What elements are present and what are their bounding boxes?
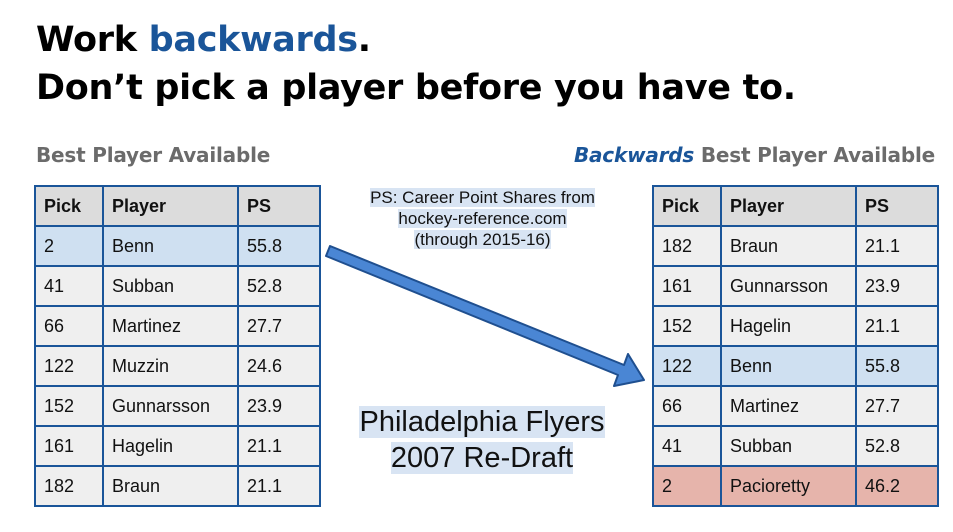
col-header: PS	[855, 185, 939, 227]
pick-cell: 152	[34, 385, 104, 427]
col-header: Pick	[652, 185, 722, 227]
pick-cell: 161	[652, 265, 722, 307]
player-cell: Martinez	[102, 305, 239, 347]
title-period: .	[357, 20, 371, 60]
ps-cell: 52.8	[855, 425, 939, 467]
caption-line: Philadelphia Flyers	[322, 404, 642, 440]
right-table: Pick Player PS 182 Braun 21.1 161 Gunnarsso…	[652, 185, 939, 507]
pick-cell: 161	[34, 425, 104, 467]
pick-cell: 122	[34, 345, 104, 387]
table-row: 66 Martinez 27.7	[34, 305, 321, 347]
ps-cell: 21.1	[237, 465, 321, 507]
ps-cell: 23.9	[237, 385, 321, 427]
player-cell: Subban	[720, 425, 857, 467]
table-row: 122 Muzzin 24.6	[34, 345, 321, 387]
table-row: 41 Subban 52.8	[652, 425, 939, 467]
ps-cell: 55.8	[855, 345, 939, 387]
right-heading-accent: Backwards	[573, 143, 695, 167]
ps-cell: 52.8	[237, 265, 321, 307]
table-row: 161 Hagelin 21.1	[34, 425, 321, 467]
pick-cell: 66	[34, 305, 104, 347]
arrow-shape	[325, 245, 645, 387]
table-row: 152 Gunnarsson 23.9	[34, 385, 321, 427]
player-cell: Gunnarsson	[102, 385, 239, 427]
ps-cell: 24.6	[237, 345, 321, 387]
ps-note-line: PS: Career Point Shares from	[340, 187, 625, 208]
player-cell: Hagelin	[720, 305, 857, 347]
ps-note-line: (through 2015-16)	[340, 229, 625, 250]
caption-line: 2007 Re-Draft	[322, 440, 642, 476]
pick-cell: 152	[652, 305, 722, 347]
pick-cell: 2	[34, 225, 104, 267]
right-heading: Backwards Best Player Available	[574, 143, 935, 167]
table-row: 122 Benn 55.8	[652, 345, 939, 387]
pick-cell: 122	[652, 345, 722, 387]
col-header: Player	[102, 185, 239, 227]
title-accent: backwards	[148, 20, 358, 60]
title-line-1: Work backwards.	[36, 16, 796, 64]
player-cell: Muzzin	[102, 345, 239, 387]
ps-cell: 23.9	[855, 265, 939, 307]
left-table: Pick Player PS 2 Benn 55.8 41 Subban 52.8 66…	[34, 185, 321, 507]
player-cell: Pacioretty	[720, 465, 857, 507]
ps-cell: 21.1	[855, 305, 939, 347]
table-row: 66 Martinez 27.7	[652, 385, 939, 427]
caption-text: Philadelphia Flyers	[359, 406, 605, 438]
col-header: Player	[720, 185, 857, 227]
pick-cell: 182	[652, 225, 722, 267]
pick-cell: 41	[34, 265, 104, 307]
ps-cell: 21.1	[855, 225, 939, 267]
player-cell: Braun	[720, 225, 857, 267]
table-row: 161 Gunnarsson 23.9	[652, 265, 939, 307]
slide-title: Work backwards. Don’t pick a player befo…	[36, 16, 796, 112]
redraft-caption: Philadelphia Flyers 2007 Re-Draft	[322, 404, 642, 476]
pick-cell: 182	[34, 465, 104, 507]
player-cell: Benn	[720, 345, 857, 387]
ps-note: PS: Career Point Shares from hockey-refe…	[340, 187, 625, 250]
pick-cell: 66	[652, 385, 722, 427]
col-header: PS	[237, 185, 321, 227]
ps-note-text: PS: Career Point Shares from	[370, 188, 595, 207]
caption-text: 2007 Re-Draft	[390, 442, 574, 474]
title-text: Work	[36, 20, 149, 60]
col-header: Pick	[34, 185, 104, 227]
ps-note-text: (through 2015-16)	[414, 230, 551, 249]
table-header-row: Pick Player PS	[652, 185, 939, 227]
ps-cell: 55.8	[237, 225, 321, 267]
table-row: 152 Hagelin 21.1	[652, 305, 939, 347]
ps-note-text: hockey-reference.com	[398, 209, 567, 228]
player-cell: Martinez	[720, 385, 857, 427]
player-cell: Subban	[102, 265, 239, 307]
ps-cell: 27.7	[855, 385, 939, 427]
table-row: 41 Subban 52.8	[34, 265, 321, 307]
table-header-row: Pick Player PS	[34, 185, 321, 227]
pick-cell: 2	[652, 465, 722, 507]
ps-cell: 21.1	[237, 425, 321, 467]
pick-cell: 41	[652, 425, 722, 467]
table-row: 2 Pacioretty 46.2	[652, 465, 939, 507]
ps-cell: 46.2	[855, 465, 939, 507]
table-row: 182 Braun 21.1	[34, 465, 321, 507]
ps-cell: 27.7	[237, 305, 321, 347]
table-row: 182 Braun 21.1	[652, 225, 939, 267]
left-heading: Best Player Available	[36, 143, 271, 167]
player-cell: Gunnarsson	[720, 265, 857, 307]
ps-note-line: hockey-reference.com	[340, 208, 625, 229]
title-line-2: Don’t pick a player before you have to.	[36, 68, 796, 108]
player-cell: Benn	[102, 225, 239, 267]
table-row: 2 Benn 55.8	[34, 225, 321, 267]
player-cell: Hagelin	[102, 425, 239, 467]
player-cell: Braun	[102, 465, 239, 507]
right-heading-rest: Best Player Available	[694, 143, 935, 167]
